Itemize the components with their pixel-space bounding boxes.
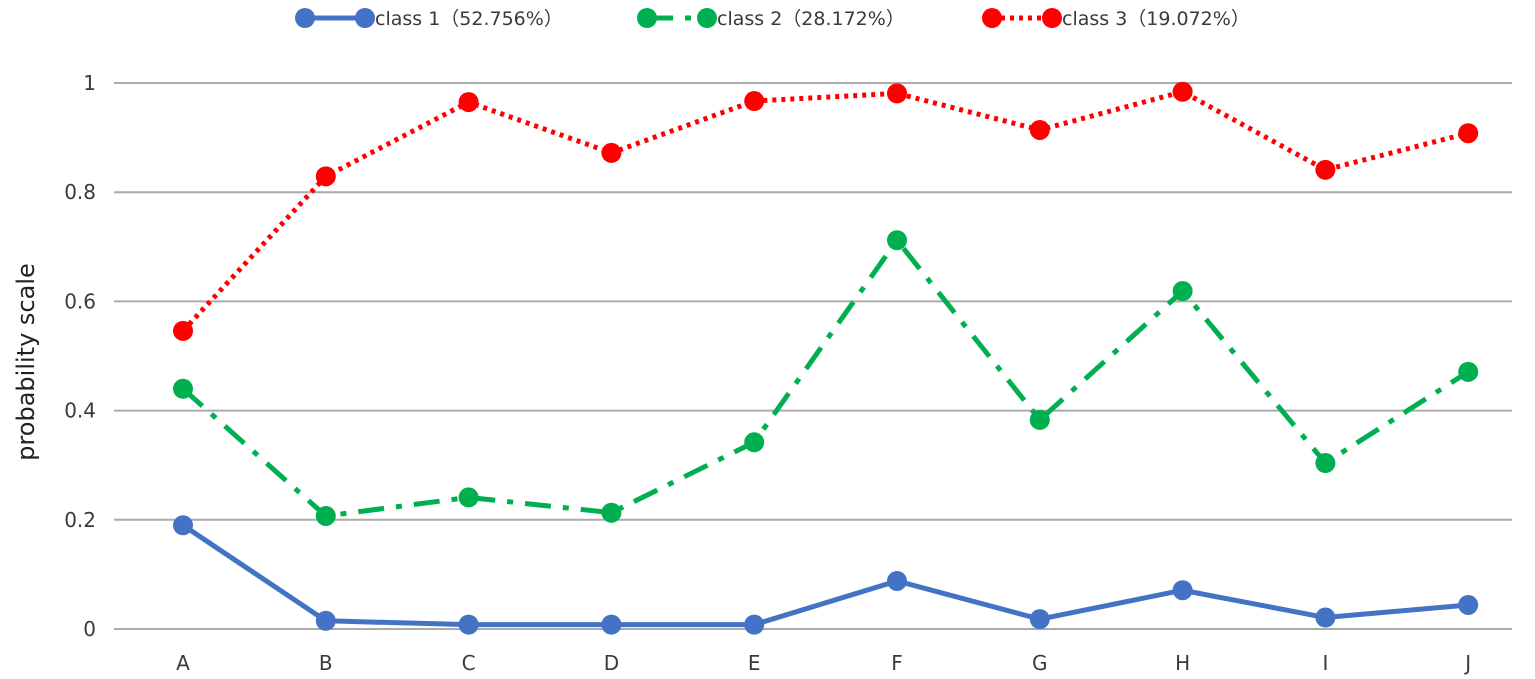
- data-point: [1315, 159, 1336, 180]
- y-axis-title: probability scale: [12, 263, 40, 461]
- data-point: [744, 432, 765, 453]
- data-point: [744, 614, 765, 635]
- x-tick-label: G: [1032, 651, 1048, 675]
- data-point: [1315, 453, 1336, 474]
- x-tick-label: C: [462, 651, 476, 675]
- x-tick-label: B: [319, 651, 333, 675]
- legend: class 1（52.756%） class 2（28.172%） class 3（…: [295, 8, 1250, 30]
- x-tick-label: I: [1322, 651, 1328, 675]
- y-tick-label: 0.4: [64, 399, 96, 423]
- y-tick-label: 0.6: [64, 289, 96, 313]
- y-tick-label: 0.8: [64, 180, 96, 204]
- y-axis-ticks: 0 0.2 0.4 0.6 0.8 1: [64, 71, 96, 641]
- data-point: [173, 378, 193, 399]
- data-point: [1172, 580, 1193, 601]
- legend-marker: [637, 8, 657, 28]
- data-point: [1029, 119, 1050, 140]
- legend-item-3: class 3（19.072%）: [982, 8, 1250, 30]
- legend-marker: [1042, 8, 1062, 28]
- data-point: [601, 502, 622, 523]
- series-1: [173, 515, 1479, 635]
- data-point: [887, 230, 907, 251]
- legend-marker: [295, 8, 315, 28]
- grid-layer: [114, 82, 1512, 630]
- legend-label: class 1（52.756%）: [375, 8, 563, 30]
- x-tick-label: A: [176, 651, 190, 675]
- legend-item-2: class 2（28.172%）: [637, 8, 905, 30]
- data-point: [1458, 361, 1479, 382]
- data-point: [173, 515, 193, 536]
- data-point: [458, 487, 479, 508]
- data-point: [1172, 281, 1193, 302]
- legend-marker: [697, 8, 717, 28]
- data-point: [1029, 609, 1050, 630]
- data-point: [1029, 409, 1050, 430]
- y-tick-label: 0.2: [64, 508, 96, 532]
- series-3: [173, 81, 1479, 341]
- data-point: [1458, 594, 1479, 615]
- series-line: [181, 89, 1469, 333]
- data-point: [315, 166, 336, 187]
- x-tick-label: F: [891, 651, 903, 675]
- legend-marker: [355, 8, 375, 28]
- y-tick-label: 1: [83, 71, 96, 95]
- data-point: [315, 505, 336, 526]
- legend-marker: [982, 8, 1002, 28]
- data-point: [744, 91, 765, 112]
- data-point: [1315, 607, 1336, 628]
- data-point: [458, 92, 479, 113]
- y-tick-label: 0: [83, 617, 96, 641]
- x-tick-label: D: [604, 651, 619, 675]
- data-point: [1458, 123, 1479, 144]
- legend-label: class 2（28.172%）: [717, 8, 905, 30]
- x-tick-label: H: [1175, 651, 1190, 675]
- data-point: [887, 83, 907, 104]
- x-tick-label: J: [1463, 651, 1471, 675]
- x-tick-label: E: [748, 651, 761, 675]
- data-point: [315, 610, 336, 631]
- data-point: [601, 614, 622, 635]
- data-point: [601, 142, 622, 163]
- data-point: [173, 320, 193, 341]
- legend-label: class 3（19.072%）: [1062, 8, 1250, 30]
- series-layer: [173, 81, 1479, 635]
- data-point: [458, 614, 479, 635]
- legend-item-1: class 1（52.756%）: [295, 8, 563, 30]
- x-axis-ticks: A B C D E F G H I J: [176, 651, 1471, 675]
- series-line: [181, 237, 1470, 519]
- data-point: [1172, 81, 1193, 102]
- data-point: [887, 570, 907, 591]
- series-2: [173, 230, 1479, 526]
- series-line: [181, 523, 1469, 628]
